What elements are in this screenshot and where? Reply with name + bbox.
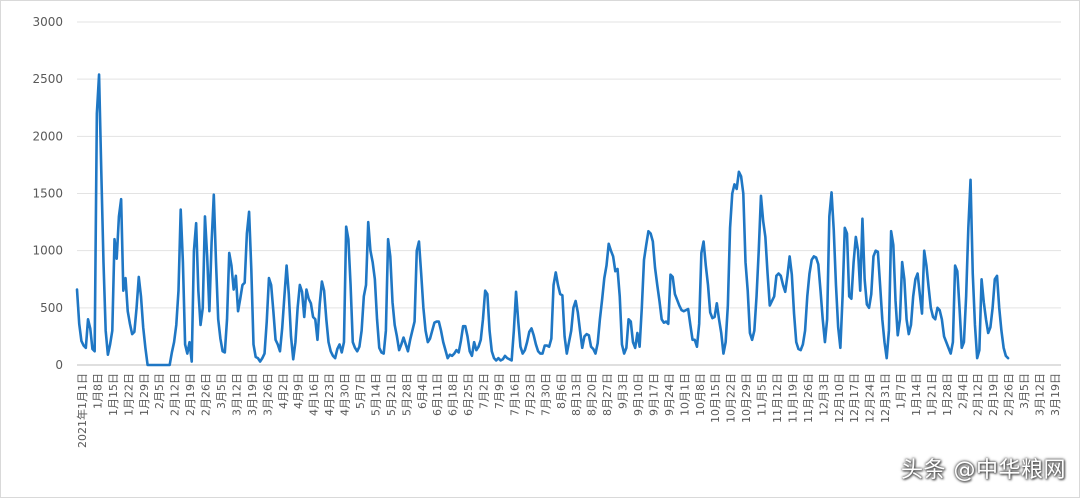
x-tick-label: 1月14日: [910, 373, 923, 416]
x-tick-label: 1月8日: [91, 373, 104, 409]
x-tick-label: 11月26日: [802, 373, 815, 423]
x-tick-label: 12月17日: [848, 373, 861, 423]
x-tick-label: 10月1日: [678, 373, 691, 416]
x-tick-label: 2月26日: [200, 373, 213, 416]
y-tick-label: 1500: [32, 187, 63, 201]
x-tick-label: 4月9日: [292, 373, 305, 409]
x-tick-label: 1月21日: [925, 373, 938, 416]
x-tick-label: 7月23日: [524, 373, 537, 416]
y-tick-label: 3000: [32, 15, 63, 29]
x-tick-label: 6月18日: [447, 373, 460, 416]
y-axis: 0 500 1000 1500 2000 2500 3000: [32, 15, 63, 372]
x-tick-label: 2月26日: [1003, 373, 1016, 416]
x-tick-label: 3月12日: [230, 373, 243, 416]
x-tick-label: 7月30日: [539, 373, 552, 416]
y-tick-label: 2500: [32, 72, 63, 86]
x-tick-label: 3月19日: [1049, 373, 1062, 416]
x-tick-label: 2月19日: [184, 373, 197, 416]
x-tick-label: 1月7日: [895, 373, 908, 409]
x-tick-label: 12月10日: [833, 373, 846, 423]
x-tick-label: 2月19日: [987, 373, 1000, 416]
y-tick-label: 1000: [32, 244, 63, 258]
x-tick-label: 2月12日: [972, 373, 985, 416]
x-tick-label: 8月6日: [555, 373, 568, 409]
x-tick-label: 3月5日: [215, 373, 228, 409]
x-tick-label: 10月29日: [740, 373, 753, 423]
x-tick-label: 1月28日: [941, 373, 954, 416]
x-tick-label: 3月12日: [1034, 373, 1047, 416]
x-tick-label: 2月4日: [956, 373, 969, 409]
x-tick-label: 8月27日: [601, 373, 614, 416]
x-tick-label: 4月2日: [277, 373, 290, 409]
x-tick-label: 4月30日: [339, 373, 352, 416]
x-tick-label: 7月9日: [493, 373, 506, 409]
x-tick-label: 12月24日: [864, 373, 877, 423]
x-tick-label: 9月3日: [617, 373, 630, 409]
x-tick-label: 10月22日: [725, 373, 738, 423]
series-line: [75, 73, 1010, 367]
x-tick-label: 9月10日: [632, 373, 645, 416]
x-tick-label: 6月4日: [416, 373, 429, 409]
x-tick-label: 12月3日: [817, 373, 830, 416]
x-tick-label: 3月26日: [261, 373, 274, 416]
x-tick-label: 3月19日: [246, 373, 259, 416]
x-tick-label: 3月5日: [1018, 373, 1031, 409]
x-tick-label: 12月31日: [879, 373, 892, 423]
x-tick-label: 1月29日: [138, 373, 151, 416]
x-tick-label: 10月15日: [709, 373, 722, 423]
x-tick-label: 4月23日: [323, 373, 336, 416]
x-tick-label: 6月11日: [431, 373, 444, 416]
x-axis: 2021年1月1日 1月8日 1月15日 1月22日 1月29日 2月5日 2月12日 2月1…: [75, 373, 1062, 448]
x-tick-label: 8月13日: [570, 373, 583, 416]
gridlines: [77, 21, 1061, 366]
x-tick-label: 2月5日: [153, 373, 166, 409]
x-tick-label: 9月17日: [647, 373, 660, 416]
x-tick-label: 4月16日: [308, 373, 321, 416]
x-tick-label: 1月22日: [122, 373, 135, 416]
x-tick-label: 8月20日: [586, 373, 599, 416]
x-tick-label: 5月7日: [354, 373, 367, 409]
x-tick-label: 10月8日: [694, 373, 707, 416]
y-tick-label: 2000: [32, 129, 63, 143]
x-tick-label: 5月14日: [369, 373, 382, 416]
x-tick-label: 11月5日: [756, 373, 769, 416]
x-tick-label: 7月16日: [508, 373, 521, 416]
x-tick-label: 2月12日: [169, 373, 182, 416]
y-tick-label: 500: [40, 301, 63, 315]
watermark: 头条 @中华粮网: [901, 458, 1066, 483]
x-tick-label: 7月2日: [478, 373, 491, 409]
series-group: [75, 73, 1010, 367]
y-tick-label: 0: [55, 358, 63, 372]
x-tick-label: 11月19日: [786, 373, 799, 423]
x-tick-label: 2021年1月1日: [75, 373, 89, 448]
x-tick-label: 5月21日: [385, 373, 398, 416]
x-tick-label: 6月25日: [462, 373, 475, 416]
x-tick-label: 5月28日: [400, 373, 413, 416]
x-tick-label: 11月12日: [771, 373, 784, 423]
x-tick-label: 1月15日: [107, 373, 120, 416]
x-tick-label: 9月24日: [663, 373, 676, 416]
